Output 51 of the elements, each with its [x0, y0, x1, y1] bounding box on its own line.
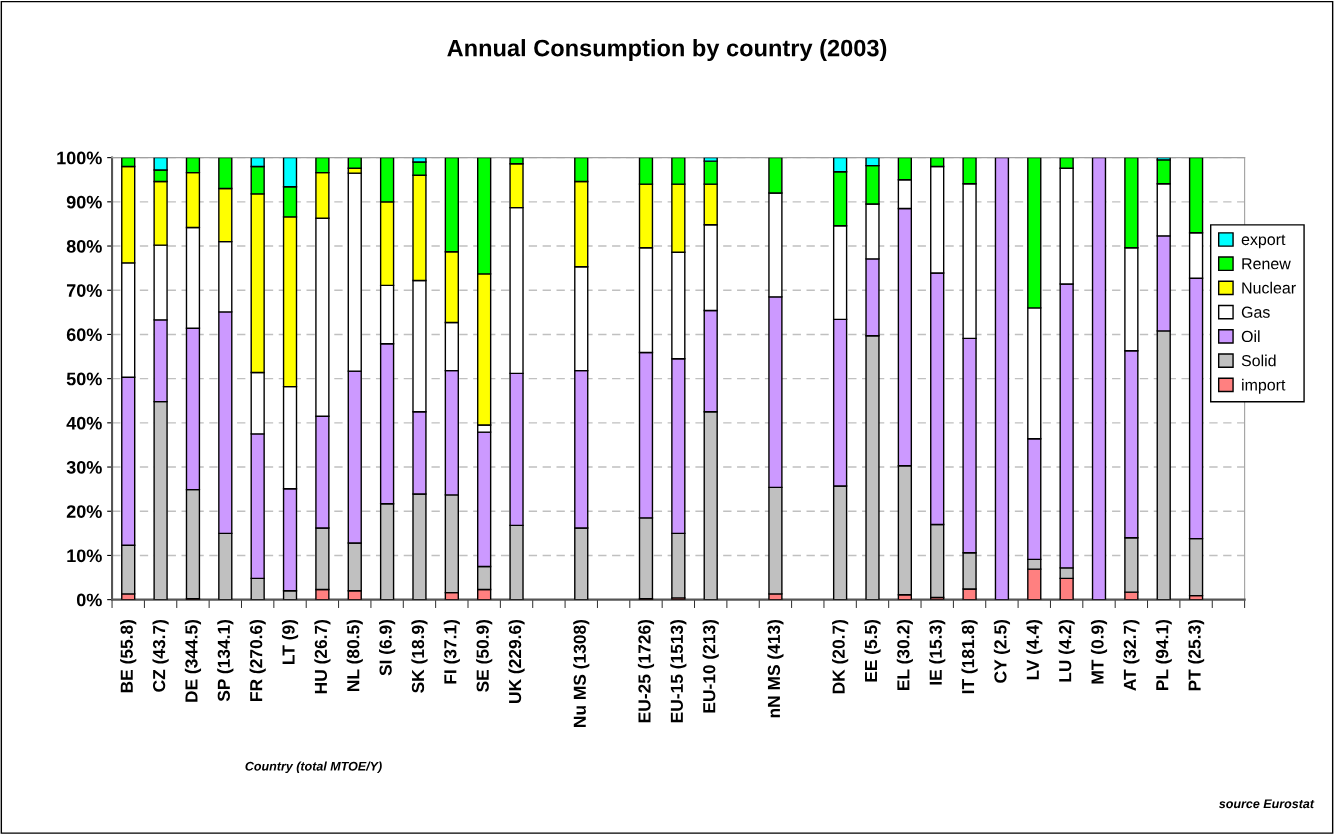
- x-tick-label: FI (37.1): [443, 619, 460, 684]
- y-tick-label: 80%: [66, 239, 102, 253]
- x-tick-label: LV (4.4): [1026, 619, 1043, 680]
- x-tick-label: LU (4.2): [1058, 619, 1075, 682]
- x-tick-label: nN MS (413): [767, 619, 784, 718]
- x-tick-label: BE (55.8): [120, 619, 137, 693]
- x-tick-label: CZ (43.7): [152, 619, 169, 692]
- y-tick-label: 70%: [66, 284, 102, 297]
- y-tick-label: 10%: [67, 549, 102, 563]
- y-tick-label: 20%: [66, 505, 102, 518]
- x-tick-label: EL (30.2): [896, 619, 913, 690]
- x-tick-label: SI (6.9): [379, 619, 396, 676]
- x-tick-label: FR (270.6): [249, 619, 266, 701]
- legend-label: Solid: [1241, 354, 1276, 367]
- legend-label: Renew: [1242, 258, 1291, 270]
- x-tick-label: EE (5.5): [864, 619, 881, 682]
- x-tick-label: PT (25.3): [1187, 619, 1205, 691]
- x-tick-label: LT (9): [281, 619, 299, 664]
- x-tick-label: IE (15.3): [929, 619, 946, 685]
- x-axis-title: Country (total MTOE/Y): [245, 761, 382, 774]
- legend-label: Oil: [1241, 330, 1260, 343]
- legend-label: Nuclear: [1242, 281, 1296, 294]
- x-tick-label: SP (134.1): [217, 619, 234, 702]
- legend-label: export: [1241, 234, 1286, 249]
- legend-label: import: [1242, 378, 1286, 394]
- source-note: source Eurostat: [1218, 799, 1315, 809]
- x-tick-label: DE (344.5): [184, 619, 202, 702]
- x-tick-label: EU-25 (1726): [637, 619, 655, 723]
- x-tick-label: MT (0.9): [1090, 619, 1108, 684]
- x-tick-label: AT (32.7): [1123, 619, 1140, 691]
- x-tick-label: CY (2.5): [993, 619, 1011, 683]
- y-tick-label: 0%: [76, 593, 102, 607]
- legend-label: Gas: [1241, 306, 1270, 318]
- x-tick-label: UK (229.6): [508, 619, 525, 703]
- y-tick-label: 60%: [66, 328, 102, 342]
- x-tick-label: SK (18.9): [411, 619, 428, 693]
- y-tick-label: 50%: [66, 372, 102, 386]
- y-tick-label: 40%: [66, 416, 102, 430]
- x-tick-label: IT (181.8): [961, 619, 978, 694]
- x-tick-label: Nu MS (1308): [573, 619, 590, 727]
- chart-title: Annual Consumption by country (2003): [447, 39, 887, 62]
- x-tick-label: EU-15 (1513): [670, 619, 687, 723]
- x-tick-label: HU (26.7): [314, 619, 331, 694]
- x-tick-label: NL (80.5): [346, 619, 363, 691]
- x-tick-label: EU-10 (213): [702, 619, 719, 713]
- x-tick-label: SE (50.9): [476, 619, 493, 692]
- x-tick-label: PL (94.1): [1155, 619, 1172, 690]
- y-tick-label: 30%: [66, 460, 102, 474]
- y-tick-label: 100%: [57, 151, 102, 165]
- x-tick-label: DK (20.7): [832, 619, 849, 694]
- y-tick-label: 90%: [66, 195, 102, 209]
